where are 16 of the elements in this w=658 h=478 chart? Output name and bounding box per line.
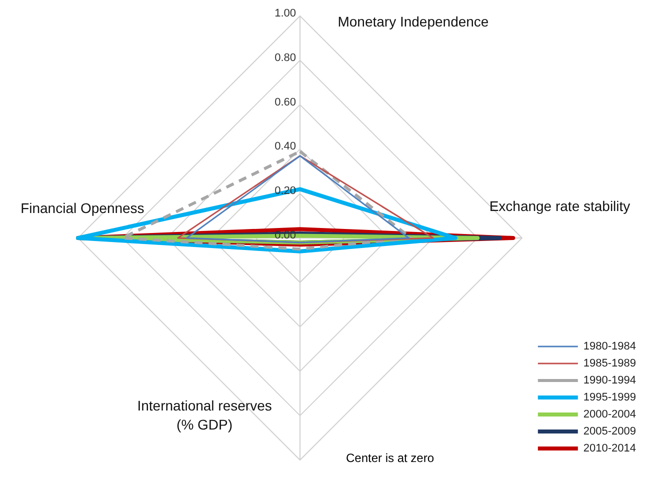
legend-label: 1990-1994 <box>583 374 636 387</box>
y-tick-label: 0.60 <box>274 96 296 108</box>
legend-label: 2010-2014 <box>583 442 636 455</box>
text: Center is at zero <box>346 451 434 465</box>
legend-label: 1995-1999 <box>583 392 636 404</box>
y-tick-label: 1.00 <box>274 8 296 20</box>
legend-label: 2000-2004 <box>583 408 636 421</box>
legend-label: 2005-2009 <box>583 426 636 438</box>
spoke-label: Exchange rate stability <box>489 198 630 214</box>
y-tick-label: 0.40 <box>274 140 296 153</box>
spoke-label: Monetary Independence <box>338 14 489 30</box>
spoke-label: International reserves (% GDP) <box>137 398 272 433</box>
y-tick-label: 0.80 <box>274 52 296 64</box>
spoke-label: Financial Openness <box>20 200 144 216</box>
legend-label: 1985-1989 <box>583 358 636 370</box>
legend-label: 1980-1984 <box>583 340 636 353</box>
